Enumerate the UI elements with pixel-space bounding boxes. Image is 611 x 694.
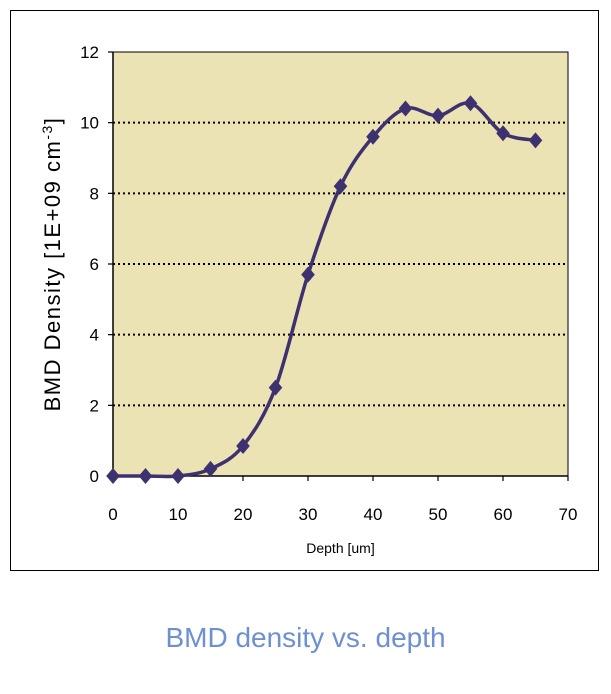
x-tick-label: 60 <box>494 505 513 524</box>
data-point <box>203 460 218 477</box>
data-point <box>463 95 478 112</box>
tick-labels: 0 2 4 6 8 10 12 0 10 20 30 40 50 60 70 <box>80 43 577 524</box>
y-tick-label: 4 <box>90 326 99 345</box>
x-tick-label: 30 <box>299 505 318 524</box>
y-axis-label-main: BMD Density [1E+09 cm <box>40 140 65 412</box>
bmd-density-chart: 0 2 4 6 8 10 12 0 10 20 30 40 50 60 70 Depth [um] BMD … <box>39 43 577 556</box>
series-line <box>112 101 536 479</box>
y-tick-label: 10 <box>80 114 99 133</box>
data-point <box>171 468 185 484</box>
data-point <box>236 437 250 454</box>
x-axis-label: Depth [um] <box>306 540 374 556</box>
data-point <box>528 132 543 149</box>
data-point <box>268 379 283 396</box>
data-point <box>301 266 315 283</box>
y-axis-label-superscript: -3 <box>39 124 55 139</box>
data-point <box>431 107 445 124</box>
x-tick-label: 0 <box>108 505 117 524</box>
data-point <box>496 125 510 142</box>
gridlines <box>113 121 568 407</box>
data-point <box>333 178 348 195</box>
data-point <box>398 100 413 117</box>
data-markers <box>106 95 543 484</box>
y-tick-label: 12 <box>80 43 99 62</box>
y-tick-label: 8 <box>90 184 99 203</box>
x-tick-label: 20 <box>234 505 253 524</box>
figure-caption: BMD density vs. depth <box>165 622 446 653</box>
x-tick-label: 10 <box>169 505 188 524</box>
data-point <box>138 468 153 484</box>
x-tick-label: 40 <box>364 505 383 524</box>
data-point <box>106 468 120 484</box>
y-axis-label-close: ] <box>40 117 65 125</box>
x-tick-label: 50 <box>429 505 448 524</box>
y-tick-label: 6 <box>90 255 99 274</box>
y-tick-label: 2 <box>90 396 99 415</box>
y-axis-label: BMD Density [1E+09 cm-3] <box>39 117 65 412</box>
data-point <box>366 128 380 145</box>
x-tick-label: 70 <box>559 505 578 524</box>
y-tick-label: 0 <box>90 467 99 486</box>
